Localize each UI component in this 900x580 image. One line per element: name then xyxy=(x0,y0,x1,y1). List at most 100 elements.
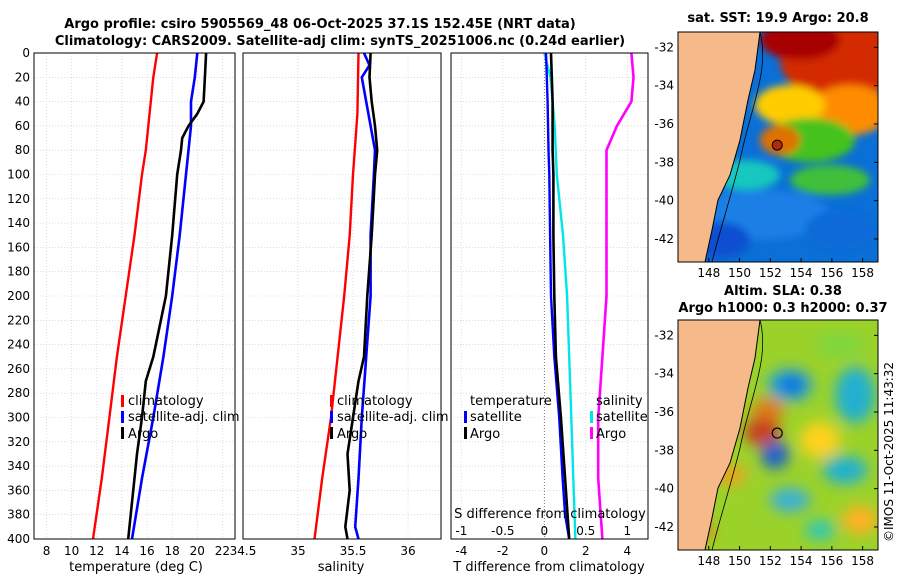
series-line-temperature-argo xyxy=(596,52,635,540)
x-tick-label: 12 xyxy=(89,544,104,558)
x-tick-label: 35 xyxy=(290,544,305,558)
sla-map-title-line2: Argo h1000: 0.3 h2000: 0.37 xyxy=(678,301,887,316)
x2-tick-label: -1 xyxy=(455,524,467,538)
x-tick-label: 4 xyxy=(623,544,631,558)
lon-tick-label: 148 xyxy=(697,554,720,568)
sst-map xyxy=(678,32,878,262)
lon-tick-label: 150 xyxy=(728,266,751,280)
y-tick-label: 160 xyxy=(7,240,30,254)
lon-tick-label: 154 xyxy=(790,554,813,568)
x-tick-label: 10 xyxy=(64,544,79,558)
x-tick-label: 36 xyxy=(400,544,415,558)
lat-tick-label: -32 xyxy=(654,40,674,54)
y-tick-label: 60 xyxy=(15,119,30,133)
x-tick-label: 20 xyxy=(190,544,205,558)
series-line-argo xyxy=(344,52,379,540)
legend-swatch-satellite xyxy=(330,411,333,423)
y-tick-label: 280 xyxy=(7,386,30,400)
x-tick-label: -4 xyxy=(455,544,467,558)
y-tick-label: 400 xyxy=(7,532,30,546)
y-tick-label: 20 xyxy=(15,70,30,84)
salinity-xlabel: salinity xyxy=(318,560,365,575)
lat-tick-label: -36 xyxy=(654,117,674,131)
x2-tick-label: 0 xyxy=(540,524,548,538)
legend-swatch-climatology xyxy=(330,395,333,407)
plot-area xyxy=(451,53,648,539)
x-tick-label: 14 xyxy=(114,544,129,558)
series-line-climatology xyxy=(313,52,360,540)
sst-map-title: sat. SST: 19.9 Argo: 20.8 xyxy=(687,11,868,26)
x2-tick-label: 0.5 xyxy=(576,524,595,538)
legend-label-satellite: satellite-adj. clim xyxy=(337,410,449,425)
lon-tick-label: 154 xyxy=(790,266,813,280)
sst-map-frame xyxy=(677,31,879,263)
legend-swatch-climatology xyxy=(121,395,124,407)
lon-tick-label: 158 xyxy=(851,266,874,280)
lat-tick-label: -32 xyxy=(654,328,674,342)
legend-swatch-argo xyxy=(330,427,333,439)
salinity-panel: 34.5 35 35.5 36 xyxy=(230,52,442,558)
series-line-salinity-argo xyxy=(549,52,571,540)
sst-argo-marker xyxy=(771,139,783,151)
x2-tick-label: -0.5 xyxy=(491,524,514,538)
y-tick-label: 220 xyxy=(7,313,30,327)
legend-swatch-argo xyxy=(121,427,124,439)
y-tick-label: 340 xyxy=(7,459,30,473)
legend-label-sal-satellite: satellite xyxy=(596,410,648,425)
lon-tick-label: 156 xyxy=(820,554,843,568)
lat-tick-label: -34 xyxy=(654,367,674,381)
difference-legend: temperature satellite Argo salinity sate… xyxy=(464,394,648,442)
y-tick-label: 260 xyxy=(7,362,30,376)
figure-title-line2: Climatology: CARS2009. Satellite-adj cli… xyxy=(55,34,625,49)
sst-map-ticks: 148 150 152 154 156 158 -32 -34 -36 -38 -40 -42 xyxy=(654,40,878,280)
plot-frame xyxy=(450,52,649,540)
x-tick-label: 0 xyxy=(540,544,548,558)
y-tick-label: 360 xyxy=(7,483,30,497)
x2-tick-label: 1 xyxy=(623,524,631,538)
lat-tick-label: -42 xyxy=(654,232,674,246)
legend-label-sal-argo: Argo xyxy=(596,427,626,442)
legend-swatch-temp-argo xyxy=(464,427,467,439)
legend-label-temp-argo: Argo xyxy=(470,427,500,442)
x-tick-label: 2 xyxy=(582,544,590,558)
sla-argo-marker xyxy=(771,427,783,439)
legend-label-argo: Argo xyxy=(337,427,367,442)
sla-map-ticks: 148 150 152 154 156 158 -32 -34 -36 -38 -40 -42 xyxy=(654,328,878,568)
y-tick-label: 240 xyxy=(7,338,30,352)
legend-label-satellite: satellite-adj. clim xyxy=(128,410,240,425)
x-tick-label: 35.5 xyxy=(340,544,367,558)
sla-map xyxy=(678,320,878,550)
y-tick-label: 120 xyxy=(7,192,30,206)
temperature-panel: 0 20 40 60 80 100 120 140 160 180 200 220 240 260 280 3… xyxy=(7,46,236,558)
series-line-salinity-satellite xyxy=(544,52,571,540)
lon-tick-label: 152 xyxy=(759,554,782,568)
x-tick-label: 16 xyxy=(139,544,154,558)
legend-label-climatology: climatology xyxy=(337,394,413,409)
x-tick-label: 18 xyxy=(165,544,180,558)
x-tick-label: 22 xyxy=(215,544,230,558)
series-line-climatology xyxy=(91,52,159,540)
legend-swatch-satellite xyxy=(121,411,124,423)
y-tick-label: 300 xyxy=(7,411,30,425)
legend-label-climatology: climatology xyxy=(128,394,204,409)
legend-title-salinity: salinity xyxy=(596,394,643,409)
lat-tick-label: -38 xyxy=(654,443,674,457)
difference-panel: -4 -2 0 2 4 -1 -0.5 0 0.5 1 xyxy=(450,52,649,558)
difference-x2label: S difference from climatology xyxy=(454,507,646,522)
lat-tick-label: -34 xyxy=(654,79,674,93)
y-tick-label: 100 xyxy=(7,168,30,182)
plot-frame xyxy=(33,52,236,540)
y-tick-label: 40 xyxy=(15,95,30,109)
y-tick-label: 180 xyxy=(7,265,30,279)
y-tick-label: 320 xyxy=(7,435,30,449)
lat-tick-label: -38 xyxy=(654,155,674,169)
y-tick-label: 380 xyxy=(7,508,30,522)
y-tick-label: 200 xyxy=(7,289,30,303)
legend-label-argo: Argo xyxy=(128,427,158,442)
lat-tick-label: -42 xyxy=(654,520,674,534)
x-tick-label: 34.5 xyxy=(230,544,257,558)
difference-xlabel: T difference from climatology xyxy=(452,560,645,575)
legend-label-temp-satellite: satellite xyxy=(470,410,522,425)
lon-tick-label: 150 xyxy=(728,554,751,568)
